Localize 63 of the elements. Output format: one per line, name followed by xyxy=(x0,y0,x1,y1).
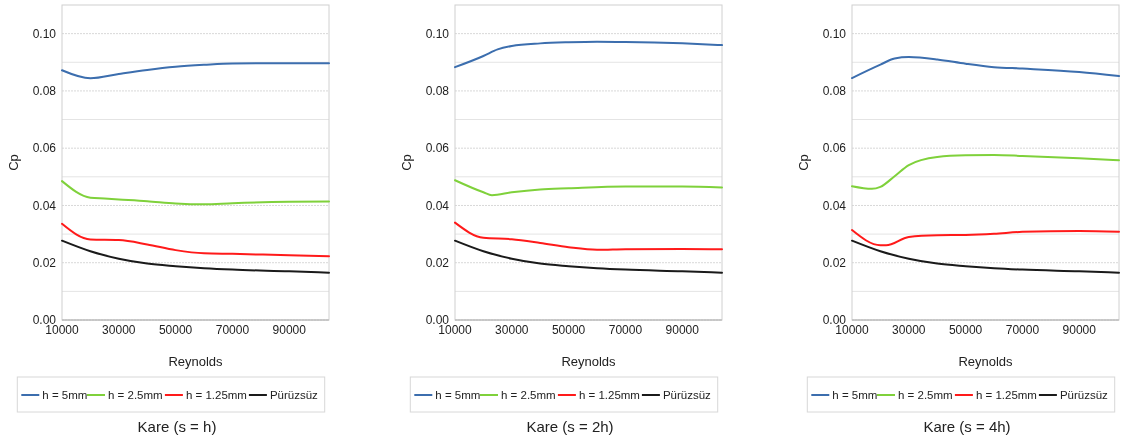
y-tick-label: 0.10 xyxy=(822,26,847,41)
y-tick-label: 0.02 xyxy=(822,255,847,270)
line-series xyxy=(61,62,330,80)
line-series xyxy=(454,40,723,69)
y-axis-title: Cp xyxy=(399,154,414,171)
text: Kare (s = 2h) xyxy=(526,418,614,435)
legend-label: h = 1.25mm xyxy=(578,389,640,402)
line-series xyxy=(454,179,723,197)
y-tick-label: 0.06 xyxy=(32,141,57,156)
y-tick-label: 0.08 xyxy=(822,84,847,99)
x-axis-title: Reynolds xyxy=(168,354,224,369)
x-axis-title: Reynolds xyxy=(561,354,617,369)
y-tick-label: 0.06 xyxy=(822,141,847,156)
x-tick-label: 70000 xyxy=(1005,323,1040,337)
y-tick-label: 0.02 xyxy=(32,255,57,270)
y-tick-label: 0.04 xyxy=(425,198,450,213)
x-axis-title: Reynolds xyxy=(958,354,1014,369)
text: Kare (s = 4h) xyxy=(923,418,1011,435)
y-tick-label: 0.02 xyxy=(425,255,450,270)
x-tick-label: 90000 xyxy=(1062,323,1097,337)
y-axis-title: Cp xyxy=(796,154,811,171)
x-tick-label: 90000 xyxy=(665,323,700,337)
line-series xyxy=(61,180,330,206)
legend-label: Pürüzsüz xyxy=(662,389,712,402)
x-tick-label: 70000 xyxy=(608,323,643,337)
line-series xyxy=(454,221,723,251)
x-tick-label: 50000 xyxy=(948,323,983,337)
x-tick-label: 90000 xyxy=(272,323,307,337)
x-tick-label: 70000 xyxy=(215,323,250,337)
line-series xyxy=(454,239,723,274)
y-tick-label: 0.10 xyxy=(425,26,450,41)
y-tick-label: 0.06 xyxy=(425,141,450,156)
x-tick-label: 10000 xyxy=(438,323,473,337)
line-series xyxy=(851,154,1120,190)
legend-label: h = 1.25mm xyxy=(975,389,1037,402)
y-tick-label: 0.08 xyxy=(32,84,57,99)
legend-label: h = 2.5mm xyxy=(108,389,163,402)
line-series xyxy=(851,56,1120,80)
y-tick-label: 0.04 xyxy=(32,198,57,213)
legend-label: Pürüzsüz xyxy=(1059,389,1109,402)
legend-label: h = 1.25mm xyxy=(185,389,247,402)
y-axis-title: Cp xyxy=(6,154,21,171)
legend-label: h = 5mm xyxy=(42,389,88,402)
x-tick-label: 30000 xyxy=(495,323,529,337)
y-tick-label: 0.08 xyxy=(425,84,450,99)
x-tick-label: 30000 xyxy=(102,323,136,337)
x-tick-label: 50000 xyxy=(158,323,193,337)
line-series xyxy=(851,239,1120,274)
legend-label: h = 2.5mm xyxy=(898,389,953,402)
legend-label: Pürüzsüz xyxy=(269,389,319,402)
x-tick-label: 10000 xyxy=(45,323,80,337)
line-series xyxy=(61,239,330,274)
text: Kare (s = h) xyxy=(137,418,217,435)
legend-label: h = 5mm xyxy=(832,389,878,402)
x-tick-label: 10000 xyxy=(835,323,870,337)
x-tick-label: 30000 xyxy=(892,323,926,337)
y-tick-label: 0.04 xyxy=(822,198,847,213)
x-tick-label: 50000 xyxy=(551,323,586,337)
y-tick-label: 0.10 xyxy=(32,26,57,41)
line-series xyxy=(851,229,1120,247)
legend-label: h = 5mm xyxy=(435,389,481,402)
line-series xyxy=(61,222,330,258)
legend-label: h = 2.5mm xyxy=(501,389,556,402)
